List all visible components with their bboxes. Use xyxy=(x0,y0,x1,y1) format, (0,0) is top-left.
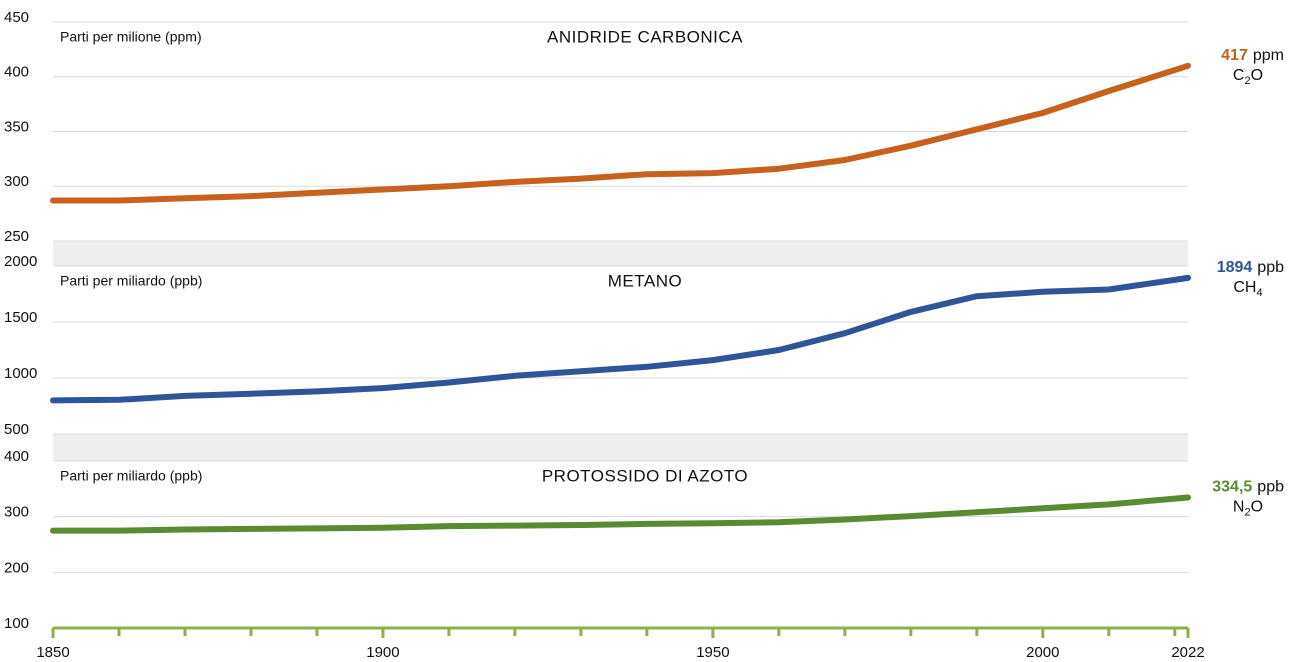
formula: CH4 xyxy=(1233,279,1262,299)
x-tick-label: 1900 xyxy=(366,644,399,661)
unit-label: Parti per miliardo (ppb) xyxy=(60,273,202,289)
y-tick-label: 500 xyxy=(4,421,29,438)
end-value: 334,5 xyxy=(1212,479,1252,496)
y-tick-label: 300 xyxy=(4,173,29,190)
panel-separator xyxy=(53,434,1188,461)
formula-subscript: 2 xyxy=(1244,75,1250,87)
y-tick-label: 1500 xyxy=(4,309,37,326)
y-tick-label: 300 xyxy=(4,504,29,521)
series-line xyxy=(50,274,1191,404)
x-tick-label: 1950 xyxy=(696,644,729,661)
y-tick-label: 350 xyxy=(4,118,29,135)
end-label: 334,5 ppb xyxy=(1212,479,1284,496)
end-unit: ppm xyxy=(1253,47,1284,64)
panel-separator xyxy=(53,241,1188,266)
end-value: 1894 xyxy=(1217,259,1253,276)
end-value: 417 xyxy=(1221,47,1248,64)
formula-subscript: 2 xyxy=(1244,506,1250,518)
x-tick-label: 2000 xyxy=(1026,644,1059,661)
panel-title: METANO xyxy=(608,271,682,290)
y-tick-label: 2000 xyxy=(4,253,37,270)
y-tick-label: 450 xyxy=(4,9,29,26)
unit-label: Parti per miliardo (ppb) xyxy=(60,468,202,484)
series-line xyxy=(50,494,1191,534)
y-tick-label: 200 xyxy=(4,559,29,576)
panel-title: ANIDRIDE CARBONICA xyxy=(547,27,743,46)
end-unit: ppb xyxy=(1257,479,1284,496)
y-tick-label: 1000 xyxy=(4,365,37,382)
formula-part: CH xyxy=(1233,279,1256,296)
y-tick-label: 100 xyxy=(4,615,29,632)
formula-part: C xyxy=(1233,67,1245,84)
end-unit: ppb xyxy=(1257,259,1284,276)
y-tick-label: 250 xyxy=(4,228,29,245)
unit-label: Parti per milione (ppm) xyxy=(60,29,202,45)
panel-title: PROTOSSIDO DI AZOTO xyxy=(542,466,748,485)
y-tick-label: 400 xyxy=(4,64,29,81)
formula-subscript: 4 xyxy=(1256,287,1262,299)
x-tick-label: 2022 xyxy=(1171,644,1204,661)
formula: N2O xyxy=(1233,499,1263,519)
formula-part: O xyxy=(1251,499,1263,516)
series-line xyxy=(50,62,1191,204)
end-label: 417 ppm xyxy=(1221,47,1284,64)
formula-part: O xyxy=(1251,67,1263,84)
x-tick-label: 1850 xyxy=(36,644,69,661)
formula: C2O xyxy=(1233,67,1263,87)
y-tick-label: 400 xyxy=(4,448,29,465)
end-label: 1894 ppb xyxy=(1217,259,1284,276)
formula-part: N xyxy=(1233,499,1245,516)
